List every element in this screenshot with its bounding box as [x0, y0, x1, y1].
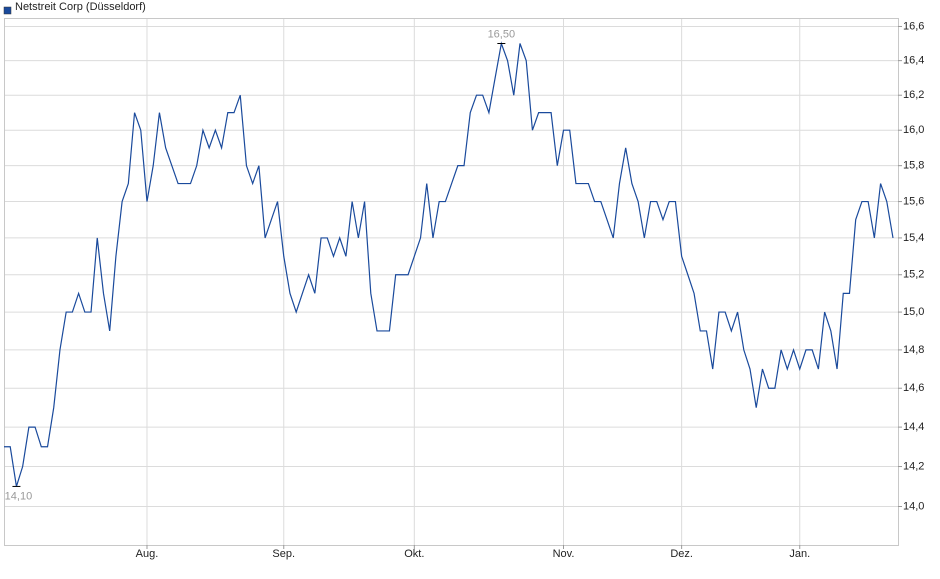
plot-frame — [4, 18, 899, 546]
y-tick-label: 15,6 — [903, 195, 924, 207]
y-tick-label: 16,0 — [903, 124, 924, 136]
x-tick-label: Dez. — [670, 548, 693, 560]
y-tick-label: 14,4 — [903, 421, 924, 433]
y-tick-label: 14,0 — [903, 500, 924, 512]
x-tick-label: Nov. — [553, 548, 575, 560]
x-tick-label: Aug. — [136, 548, 159, 560]
y-tick-label: 15,4 — [903, 232, 924, 244]
y-tick-label: 16,4 — [903, 55, 924, 67]
legend-swatch — [3, 6, 12, 15]
y-tick-label: 16,2 — [903, 89, 924, 101]
y-tick-label: 14,8 — [903, 344, 924, 356]
max-label: 16,50 — [488, 28, 516, 40]
y-tick-label: 15,2 — [903, 269, 924, 281]
legend-label: Netstreit Corp (Düsseldorf) — [15, 1, 146, 13]
price-line — [4, 41, 894, 487]
min-label: 14,10 — [5, 490, 33, 502]
x-tick-label: Jan. — [789, 548, 810, 560]
y-tick-label: 15,0 — [903, 306, 924, 318]
x-tick-label: Sep. — [272, 548, 295, 560]
y-tick-label: 14,6 — [903, 382, 924, 394]
y-tick-label: 14,2 — [903, 460, 924, 472]
y-tick-label: 15,8 — [903, 160, 924, 172]
y-tick-label: 16,6 — [903, 20, 924, 32]
x-tick-label: Okt. — [404, 548, 424, 560]
grid — [4, 18, 898, 545]
